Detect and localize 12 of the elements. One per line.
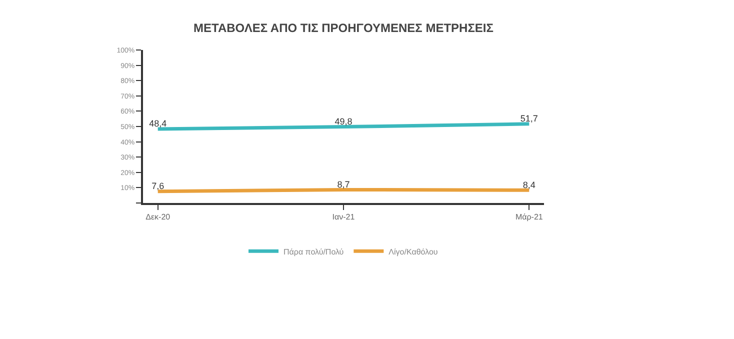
x-tick-label: Δεκ-20 xyxy=(146,212,171,222)
data-label: 7,6 xyxy=(152,181,164,192)
data-label: 8,4 xyxy=(522,180,536,190)
legend-label: Λίγο/Καθόλου xyxy=(388,247,438,256)
legend-label: Πάρα πολύ/Πολύ xyxy=(284,247,344,256)
x-tick-label: Ιαν-21 xyxy=(332,212,356,222)
chart-title: ΜΕΤΑΒΟΛΕΣ ΑΠΟ ΤΙΣ ΠΡΟΗΓΟΥΜΕΝΕΣ ΜΕΤΡΗΣΕΙΣ xyxy=(194,21,494,36)
data-label: 51,7 xyxy=(520,114,538,124)
data-label: 49,8 xyxy=(334,116,352,127)
data-label: 48,4 xyxy=(149,118,167,129)
x-tick-label: Μάρ-21 xyxy=(515,212,544,222)
data-label: 8,7 xyxy=(337,179,350,190)
